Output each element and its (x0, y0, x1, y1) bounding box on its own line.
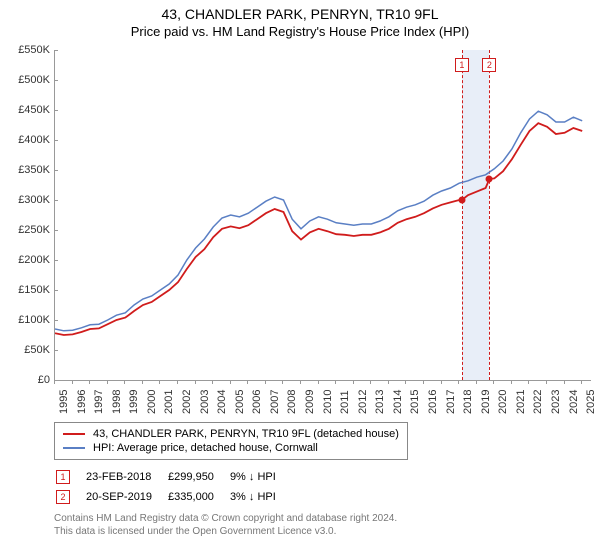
y-tick-label: £200K (0, 254, 54, 266)
footer-line1: Contains HM Land Registry data © Crown c… (54, 512, 397, 525)
y-tick-label: £500K (0, 74, 54, 86)
x-tick-label: 2020 (497, 390, 509, 414)
y-tick-label: £50K (0, 344, 54, 356)
marker-price: £335,000 (168, 488, 228, 506)
chart-marker-2: 2 (482, 58, 496, 72)
x-tick-label: 1996 (76, 390, 88, 414)
legend-label: HPI: Average price, detached house, Corn… (93, 442, 318, 454)
legend: 43, CHANDLER PARK, PENRYN, TR10 9FL (det… (54, 422, 408, 460)
x-tick-label: 2003 (199, 390, 211, 414)
x-tick-label: 1998 (111, 390, 123, 414)
x-tick-label: 2017 (445, 390, 457, 414)
chart-marker-dot-1 (458, 197, 465, 204)
chart-marker-dot-2 (486, 176, 493, 183)
x-tick-label: 2021 (515, 390, 527, 414)
x-tick-label: 2022 (532, 390, 544, 414)
y-tick-label: £0 (0, 374, 54, 386)
x-tick-label: 2025 (585, 390, 597, 414)
y-tick-label: £300K (0, 194, 54, 206)
x-tick-label: 2019 (480, 390, 492, 414)
y-tick-label: £350K (0, 164, 54, 176)
marker-price: £299,950 (168, 468, 228, 486)
marker-row: 2 20-SEP-2019£335,0003% ↓ HPI (56, 488, 290, 506)
footer: Contains HM Land Registry data © Crown c… (54, 512, 397, 538)
legend-swatch (63, 433, 85, 435)
marker-badge: 2 (56, 490, 70, 504)
y-tick-label: £450K (0, 104, 54, 116)
page-subtitle: Price paid vs. HM Land Registry's House … (0, 22, 600, 39)
legend-item: HPI: Average price, detached house, Corn… (63, 441, 399, 455)
legend-swatch (63, 447, 85, 449)
y-tick-label: £250K (0, 224, 54, 236)
page-title: 43, CHANDLER PARK, PENRYN, TR10 9FL (0, 0, 600, 22)
markers-table: 1 23-FEB-2018£299,9509% ↓ HPI 2 20-SEP-2019… (54, 466, 292, 508)
x-tick-label: 2011 (339, 390, 351, 414)
x-tick-label: 2001 (163, 390, 175, 414)
marker-delta: 9% ↓ HPI (230, 468, 290, 486)
marker-row: 1 23-FEB-2018£299,9509% ↓ HPI (56, 468, 290, 486)
x-tick-label: 2006 (251, 390, 263, 414)
marker-badge: 1 (56, 470, 70, 484)
marker-date: 20-SEP-2019 (86, 488, 166, 506)
legend-label: 43, CHANDLER PARK, PENRYN, TR10 9FL (det… (93, 428, 399, 440)
x-tick-label: 2009 (304, 390, 316, 414)
x-tick-label: 1999 (128, 390, 140, 414)
x-tick-label: 2023 (550, 390, 562, 414)
x-tick-label: 2008 (286, 390, 298, 414)
series-hpi (55, 111, 582, 331)
x-tick-label: 2013 (374, 390, 386, 414)
marker-date: 23-FEB-2018 (86, 468, 166, 486)
x-tick-label: 2024 (568, 390, 580, 414)
x-tick-label: 2005 (234, 390, 246, 414)
y-tick-label: £150K (0, 284, 54, 296)
x-tick-label: 2002 (181, 390, 193, 414)
y-tick-label: £550K (0, 44, 54, 56)
chart-marker-1: 1 (455, 58, 469, 72)
x-tick-label: 2007 (269, 390, 281, 414)
marker-delta: 3% ↓ HPI (230, 488, 290, 506)
x-tick-label: 2015 (409, 390, 421, 414)
x-tick-label: 1997 (93, 390, 105, 414)
x-tick-label: 2018 (462, 390, 474, 414)
chart-plot-area: 12 (54, 50, 591, 381)
x-tick-label: 2000 (146, 390, 158, 414)
y-tick-label: £400K (0, 134, 54, 146)
series-property (55, 123, 582, 335)
footer-line2: This data is licensed under the Open Gov… (54, 525, 397, 538)
chart-lines (55, 50, 591, 380)
x-tick-label: 2016 (427, 390, 439, 414)
legend-item: 43, CHANDLER PARK, PENRYN, TR10 9FL (det… (63, 427, 399, 441)
x-tick-label: 2010 (322, 390, 334, 414)
y-tick-label: £100K (0, 314, 54, 326)
x-tick-label: 2014 (392, 390, 404, 414)
x-tick-label: 2012 (357, 390, 369, 414)
x-tick-label: 2004 (216, 390, 228, 414)
x-tick-label: 1995 (58, 390, 70, 414)
